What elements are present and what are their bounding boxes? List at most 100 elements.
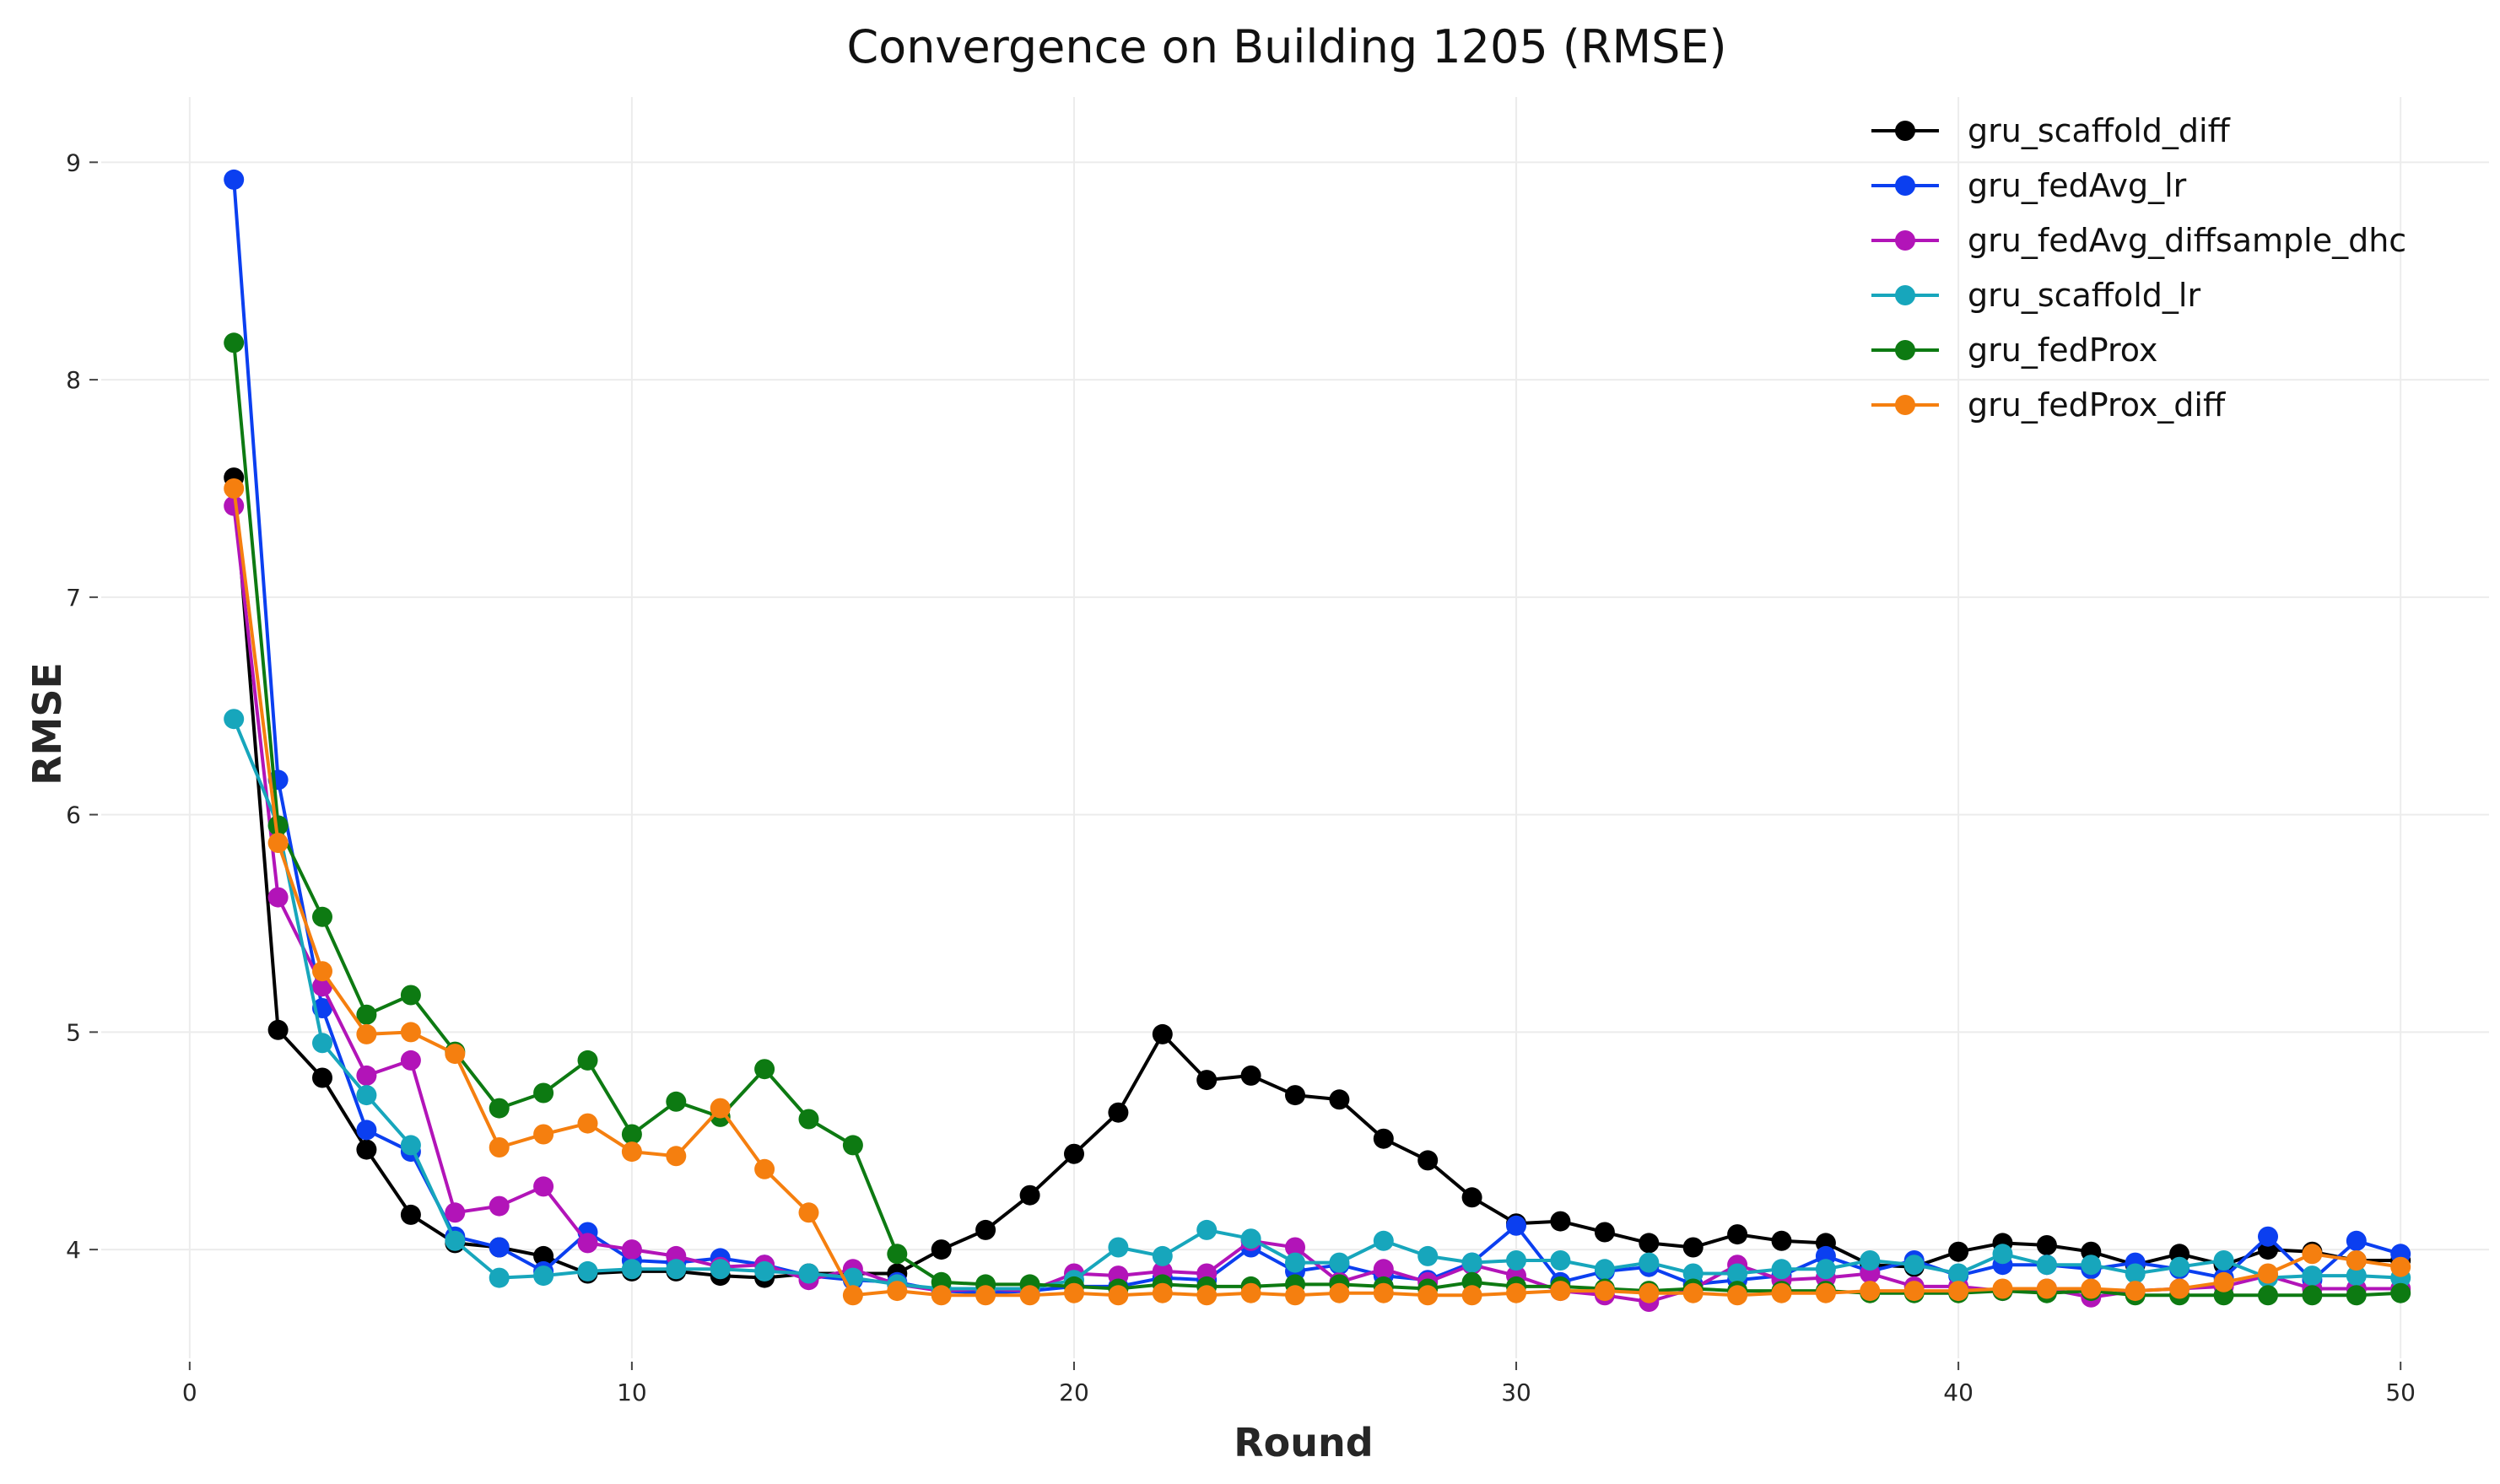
data-point bbox=[1461, 1285, 1482, 1306]
data-point bbox=[1860, 1250, 1881, 1271]
data-point bbox=[533, 1176, 554, 1197]
data-point bbox=[2302, 1244, 2323, 1265]
data-point bbox=[577, 1233, 598, 1254]
x-tick-label: 30 bbox=[1501, 1379, 1531, 1406]
x-axis-title: Round bbox=[1234, 1420, 1373, 1465]
data-point bbox=[1196, 1219, 1218, 1240]
data-point bbox=[1992, 1278, 2013, 1299]
y-tick-label: 9 bbox=[66, 148, 81, 176]
data-point bbox=[1285, 1285, 1305, 1306]
data-point bbox=[2302, 1265, 2323, 1287]
y-tick-label: 6 bbox=[66, 801, 81, 829]
data-point bbox=[400, 1022, 421, 1043]
data-point bbox=[356, 1085, 377, 1106]
data-point bbox=[1682, 1237, 1704, 1258]
data-point bbox=[1108, 1285, 1129, 1306]
data-point bbox=[2258, 1226, 2278, 1247]
data-point bbox=[1329, 1252, 1350, 1273]
data-point bbox=[2346, 1285, 2367, 1306]
data-point bbox=[1948, 1281, 1969, 1302]
data-point bbox=[2036, 1255, 2057, 1276]
data-point bbox=[710, 1098, 731, 1119]
data-point bbox=[1373, 1230, 1394, 1251]
legend: gru_scaffold_diff gru_fedAvg_lr gru_fedAvg… bbox=[1871, 112, 2406, 424]
legend-label: gru_fedAvg_diffsample_dhc bbox=[1968, 222, 2406, 259]
data-point bbox=[2346, 1265, 2367, 1287]
data-point bbox=[1727, 1285, 1748, 1306]
data-point bbox=[621, 1259, 642, 1280]
data-point bbox=[1771, 1230, 1792, 1251]
data-point bbox=[754, 1158, 775, 1179]
y-axis-title: RMSE bbox=[24, 662, 70, 785]
data-point bbox=[2125, 1281, 2146, 1302]
data-point bbox=[2169, 1256, 2190, 1277]
data-point bbox=[445, 1230, 466, 1251]
data-point bbox=[2258, 1285, 2278, 1306]
data-point bbox=[1417, 1285, 1439, 1306]
data-point bbox=[666, 1091, 687, 1112]
data-point bbox=[1948, 1241, 1969, 1262]
data-point bbox=[312, 1067, 332, 1088]
data-point bbox=[1771, 1282, 1792, 1303]
data-point bbox=[356, 1023, 377, 1044]
data-point bbox=[666, 1146, 687, 1167]
legend-marker bbox=[1895, 121, 1915, 141]
data-point bbox=[1992, 1244, 2013, 1265]
x-tick-label: 40 bbox=[1943, 1379, 1974, 1406]
data-point bbox=[621, 1124, 642, 1145]
legend-item-gru_fedAvg_lr: gru_fedAvg_lr bbox=[1871, 167, 2187, 204]
data-point bbox=[1815, 1282, 1836, 1303]
data-point bbox=[1682, 1263, 1704, 1284]
data-point bbox=[356, 1004, 377, 1025]
data-point bbox=[1240, 1282, 1261, 1303]
data-point bbox=[2258, 1263, 2278, 1284]
data-point bbox=[577, 1050, 598, 1071]
data-point bbox=[1373, 1128, 1394, 1149]
data-point bbox=[887, 1244, 908, 1265]
y-tick-label: 4 bbox=[66, 1236, 81, 1264]
data-point bbox=[489, 1237, 510, 1258]
data-point bbox=[2302, 1285, 2323, 1306]
legend-item-gru_scaffold_diff: gru_scaffold_diff bbox=[1871, 112, 2231, 149]
y-tick-label: 8 bbox=[66, 366, 81, 394]
data-point bbox=[1064, 1143, 1084, 1164]
data-point bbox=[533, 1124, 554, 1145]
data-point bbox=[798, 1109, 819, 1130]
legend-marker bbox=[1895, 230, 1915, 251]
legend-label: gru_fedProx bbox=[1968, 332, 2157, 369]
data-point bbox=[267, 887, 289, 908]
data-point bbox=[1948, 1263, 1969, 1284]
data-point bbox=[1903, 1255, 1925, 1276]
data-point bbox=[710, 1259, 731, 1280]
data-point bbox=[224, 169, 245, 190]
data-point bbox=[1152, 1245, 1173, 1266]
data-point bbox=[1417, 1150, 1439, 1171]
data-point bbox=[533, 1265, 554, 1287]
legend-marker bbox=[1895, 395, 1915, 415]
data-point bbox=[1240, 1065, 1261, 1086]
x-tick-label: 10 bbox=[617, 1379, 647, 1406]
data-point bbox=[489, 1267, 510, 1288]
data-point bbox=[224, 478, 245, 499]
data-point bbox=[754, 1059, 775, 1080]
data-point bbox=[1373, 1259, 1394, 1280]
data-point bbox=[312, 1033, 332, 1054]
data-point bbox=[356, 1139, 377, 1160]
data-point bbox=[621, 1239, 642, 1260]
y-tick-label: 5 bbox=[66, 1018, 81, 1046]
data-point bbox=[1329, 1282, 1350, 1303]
data-point bbox=[445, 1202, 466, 1223]
data-point bbox=[798, 1202, 819, 1223]
data-point bbox=[224, 495, 245, 516]
legend-label: gru_scaffold_lr bbox=[1968, 277, 2200, 314]
legend-marker bbox=[1895, 175, 1915, 196]
data-point bbox=[2169, 1278, 2190, 1299]
data-point bbox=[1550, 1281, 1571, 1302]
data-point bbox=[533, 1245, 554, 1266]
data-point bbox=[2081, 1255, 2102, 1276]
data-point bbox=[2081, 1278, 2102, 1299]
data-point bbox=[621, 1141, 642, 1163]
data-point bbox=[887, 1281, 908, 1302]
data-point bbox=[1860, 1281, 1881, 1302]
